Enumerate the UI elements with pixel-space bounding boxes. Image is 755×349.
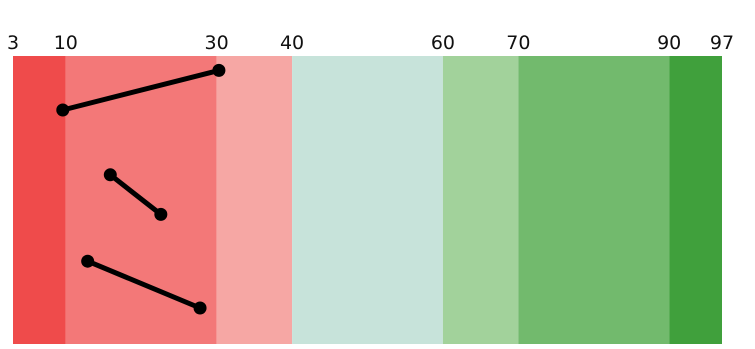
segment-line xyxy=(60,67,222,113)
band-60-70 xyxy=(442,56,519,344)
x-tick-labels: 3 10 30 40 60 70 90 97 xyxy=(7,32,734,54)
x-tick-label: 60 xyxy=(431,32,455,54)
band-40-60 xyxy=(292,56,443,344)
segment-start-point xyxy=(81,254,95,268)
segment-line xyxy=(85,258,203,311)
band-3-10 xyxy=(13,56,66,344)
band-90-97 xyxy=(669,56,722,344)
segment-1 xyxy=(56,63,226,117)
x-tick-label: 97 xyxy=(710,32,734,54)
x-tick-label: 3 xyxy=(7,32,19,54)
segment-line xyxy=(107,172,164,217)
band-30-40 xyxy=(216,56,293,344)
segment-3 xyxy=(81,254,207,315)
x-tick-label: 90 xyxy=(657,32,681,54)
segment-2 xyxy=(103,168,168,221)
segment-start-point xyxy=(56,103,70,117)
band-70-90 xyxy=(518,56,670,344)
segment-start-point xyxy=(103,168,117,182)
segment-end-point xyxy=(193,301,207,315)
color-bands xyxy=(13,56,722,344)
segment-end-point xyxy=(212,63,226,77)
x-tick-label: 40 xyxy=(280,32,304,54)
x-tick-label: 30 xyxy=(205,32,229,54)
x-tick-label: 10 xyxy=(54,32,78,54)
data-segments xyxy=(56,63,226,315)
segment-end-point xyxy=(154,207,168,221)
x-tick-label: 70 xyxy=(506,32,530,54)
